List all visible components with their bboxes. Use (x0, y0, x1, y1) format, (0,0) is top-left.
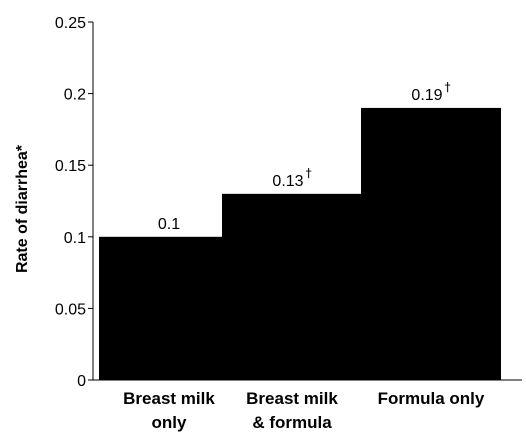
category-label: Breast milk (123, 389, 215, 408)
category-label: & formula (252, 413, 332, 432)
y-tick-label: 0.15 (55, 158, 86, 175)
bar-value-label: 0.19 † (411, 80, 450, 104)
y-tick-label: 0.1 (64, 230, 86, 247)
category-labels: Breast milk only Breast milk & formula Formu… (123, 389, 485, 432)
bar-value: 0.1 (158, 216, 180, 233)
axes: 0 0.05 0.1 0.15 0.2 0.25 (55, 15, 522, 390)
bar (222, 193, 362, 380)
bar (99, 236, 239, 380)
bar-value: 0.13 (272, 173, 303, 190)
category-label: only (152, 413, 187, 432)
significance-mark: † (306, 166, 312, 180)
category-label: Formula only (378, 389, 485, 408)
bar-value: 0.19 (411, 87, 442, 104)
y-axis-label: Rate of diarrhea* (14, 144, 31, 273)
significance-mark: † (445, 80, 451, 94)
y-tick-label: 0.2 (64, 87, 86, 104)
bar (361, 107, 501, 381)
category-label: Breast milk (246, 389, 338, 408)
y-tick-label: 0.25 (55, 15, 86, 32)
data-labels: 0.10.13 †0.19 † (158, 80, 451, 233)
y-tick-label: 0.05 (55, 301, 86, 318)
bar-value-label: 0.1 (158, 216, 180, 233)
bars (99, 107, 501, 381)
y-tick-label: 0 (77, 373, 86, 390)
bar-value-label: 0.13 † (272, 166, 311, 190)
